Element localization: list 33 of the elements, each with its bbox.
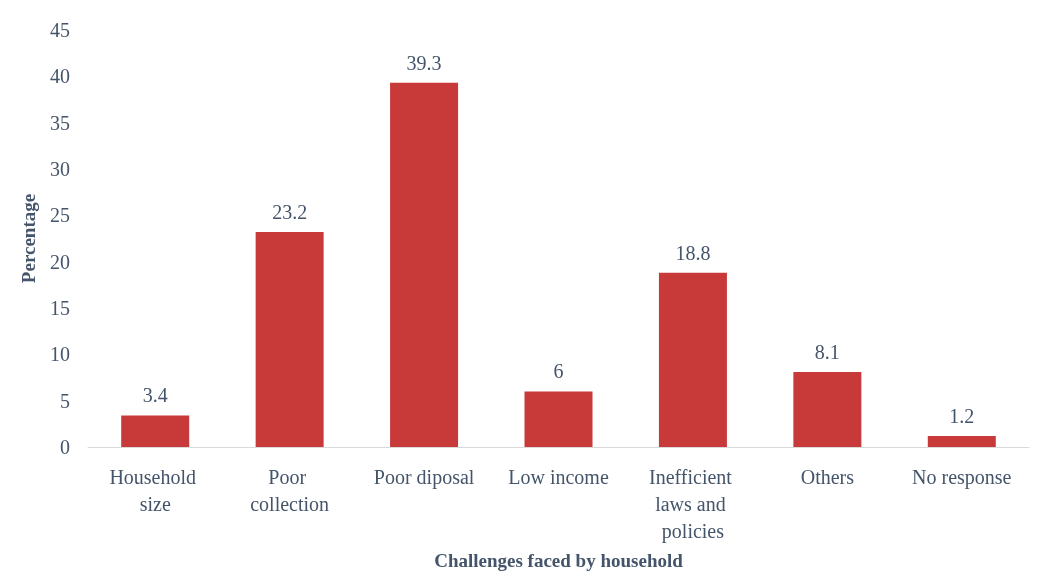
data-label: 8.1 bbox=[814, 340, 840, 363]
bar bbox=[255, 232, 324, 447]
x-tick-label: Others bbox=[800, 465, 855, 488]
y-tick-label: 35 bbox=[50, 111, 70, 134]
bar bbox=[927, 435, 996, 447]
y-tick-label: 15 bbox=[50, 297, 70, 319]
y-tick-label: 25 bbox=[50, 204, 70, 227]
y-tick-label: 5 bbox=[60, 389, 70, 412]
y-tick-label: 0 bbox=[60, 436, 70, 458]
data-label: 39.3 bbox=[406, 51, 442, 74]
data-label: 3.4 bbox=[142, 384, 168, 407]
data-label: 23.2 bbox=[272, 201, 308, 224]
bar bbox=[793, 371, 862, 447]
bar bbox=[121, 415, 190, 447]
x-tick-label: Poor diposal bbox=[373, 465, 475, 489]
x-axis-title: Challenges faced by household bbox=[434, 550, 684, 571]
y-tick-label: 45 bbox=[50, 19, 70, 41]
bar bbox=[524, 391, 593, 447]
x-tick-label: Household size bbox=[109, 465, 202, 515]
y-tick-label: 40 bbox=[50, 65, 70, 88]
x-tick-label: No response bbox=[912, 465, 1012, 489]
data-label: 6 bbox=[553, 360, 564, 383]
y-tick-label: 20 bbox=[50, 250, 70, 273]
bar bbox=[658, 272, 727, 447]
data-label: 18.8 bbox=[675, 241, 711, 264]
data-label: 1.2 bbox=[949, 404, 975, 427]
y-tick-label: 30 bbox=[50, 158, 70, 180]
x-tick-label: Inefficient laws and policies bbox=[648, 465, 737, 543]
bar bbox=[390, 82, 459, 447]
x-tick-label: Low income bbox=[508, 465, 609, 488]
x-tick-label: Poor collection bbox=[250, 465, 330, 515]
y-tick-label: 10 bbox=[50, 343, 70, 366]
y-axis-title: Percentage bbox=[18, 193, 39, 284]
